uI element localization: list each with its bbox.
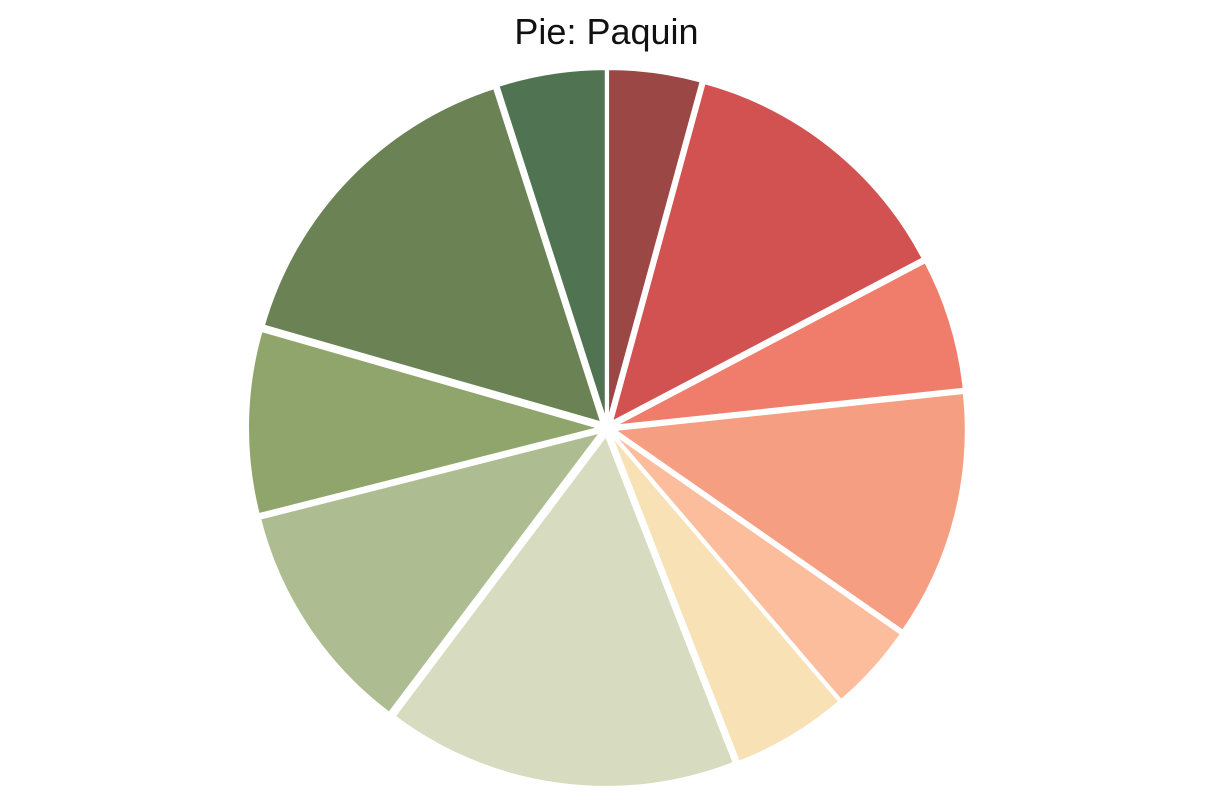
chart-title: Pie: Paquin	[514, 11, 699, 52]
pie-slice-5	[612, 432, 903, 702]
pie-slice-2	[610, 81, 925, 424]
pie-slice-4	[611, 391, 967, 633]
pie-slice-6	[610, 434, 841, 764]
pie-slices	[247, 68, 967, 788]
pie-slice-1	[607, 68, 702, 421]
pie-slice-10	[262, 86, 603, 424]
pie-slice-7	[393, 433, 735, 788]
pie-slice-9	[247, 329, 603, 516]
pie-slice-3	[614, 260, 965, 427]
pie-slice-11	[497, 68, 607, 421]
pie-slice-8	[258, 430, 603, 715]
